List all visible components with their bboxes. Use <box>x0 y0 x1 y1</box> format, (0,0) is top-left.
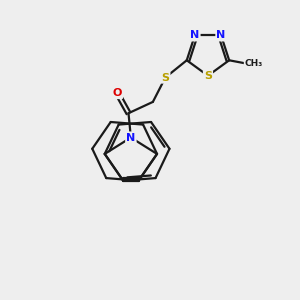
Text: O: O <box>112 88 122 98</box>
Text: CH₃: CH₃ <box>245 59 263 68</box>
Text: N: N <box>216 30 226 40</box>
Text: S: S <box>161 73 169 82</box>
Text: N: N <box>126 133 136 142</box>
Text: S: S <box>204 71 212 81</box>
Text: N: N <box>190 30 200 40</box>
